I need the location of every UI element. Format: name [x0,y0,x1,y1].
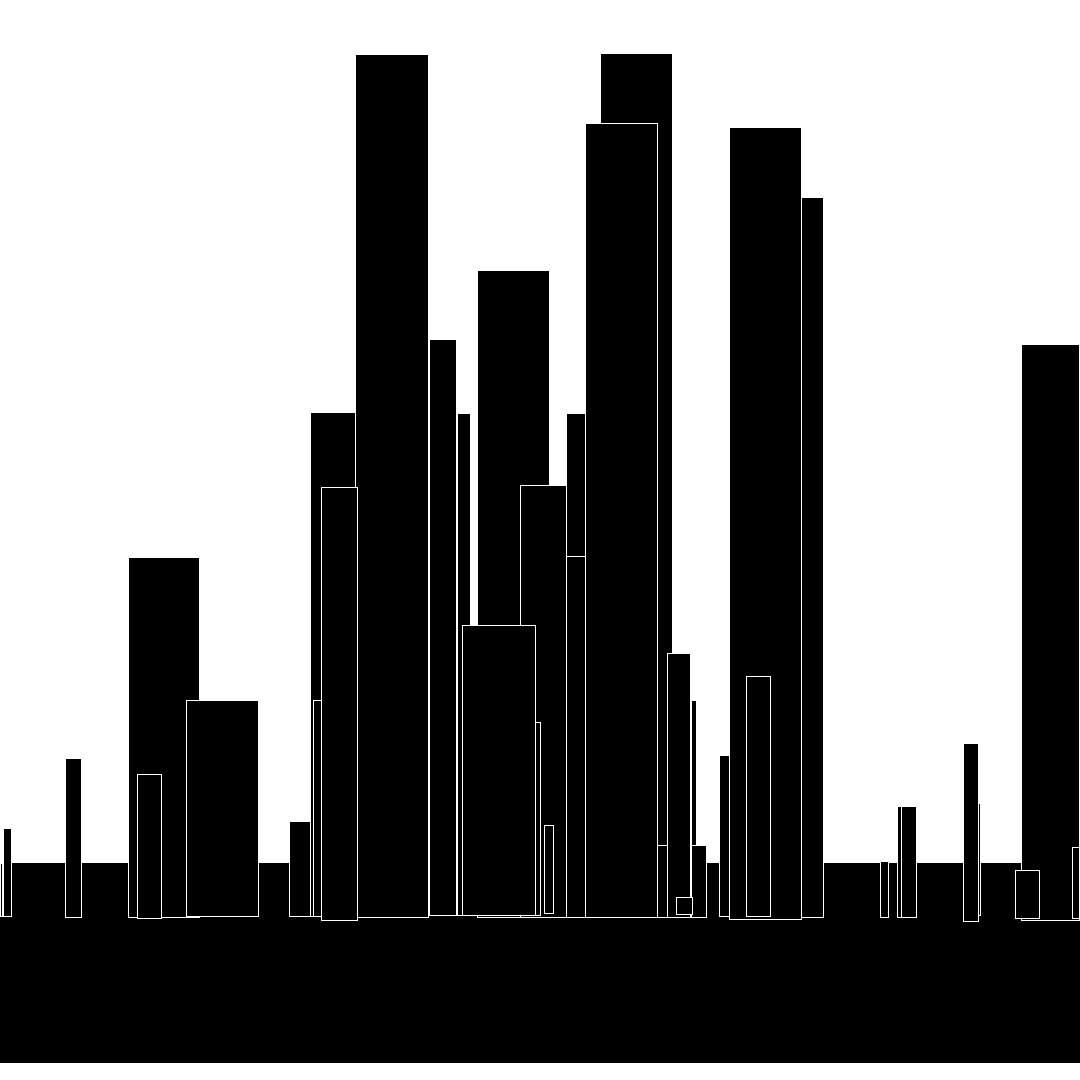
building-block-37 [1021,344,1080,921]
building-block-24 [667,653,691,918]
building-block-22 [544,825,554,914]
building-block-21 [462,625,536,916]
building-block-38 [1015,870,1040,919]
building-block-26 [691,845,707,918]
building-block-31 [801,197,824,918]
building-block-10 [355,54,429,918]
building-block-5 [137,774,162,919]
building-block-32 [880,861,889,918]
building-block-11 [321,487,358,921]
building-block-18 [566,556,587,918]
building-block-6 [186,700,259,917]
building-block-27 [676,897,693,915]
building-block-39 [1072,847,1080,919]
building-block-35 [963,743,979,922]
building-block-3 [65,758,82,918]
building-block-36 [978,803,981,916]
building-block-2 [3,828,12,917]
building-block-30 [746,676,771,917]
building-block-1 [0,863,3,917]
building-block-20 [585,123,658,918]
building-block-34 [901,806,917,918]
building-block-12 [429,339,457,916]
building-block-7 [289,821,311,917]
